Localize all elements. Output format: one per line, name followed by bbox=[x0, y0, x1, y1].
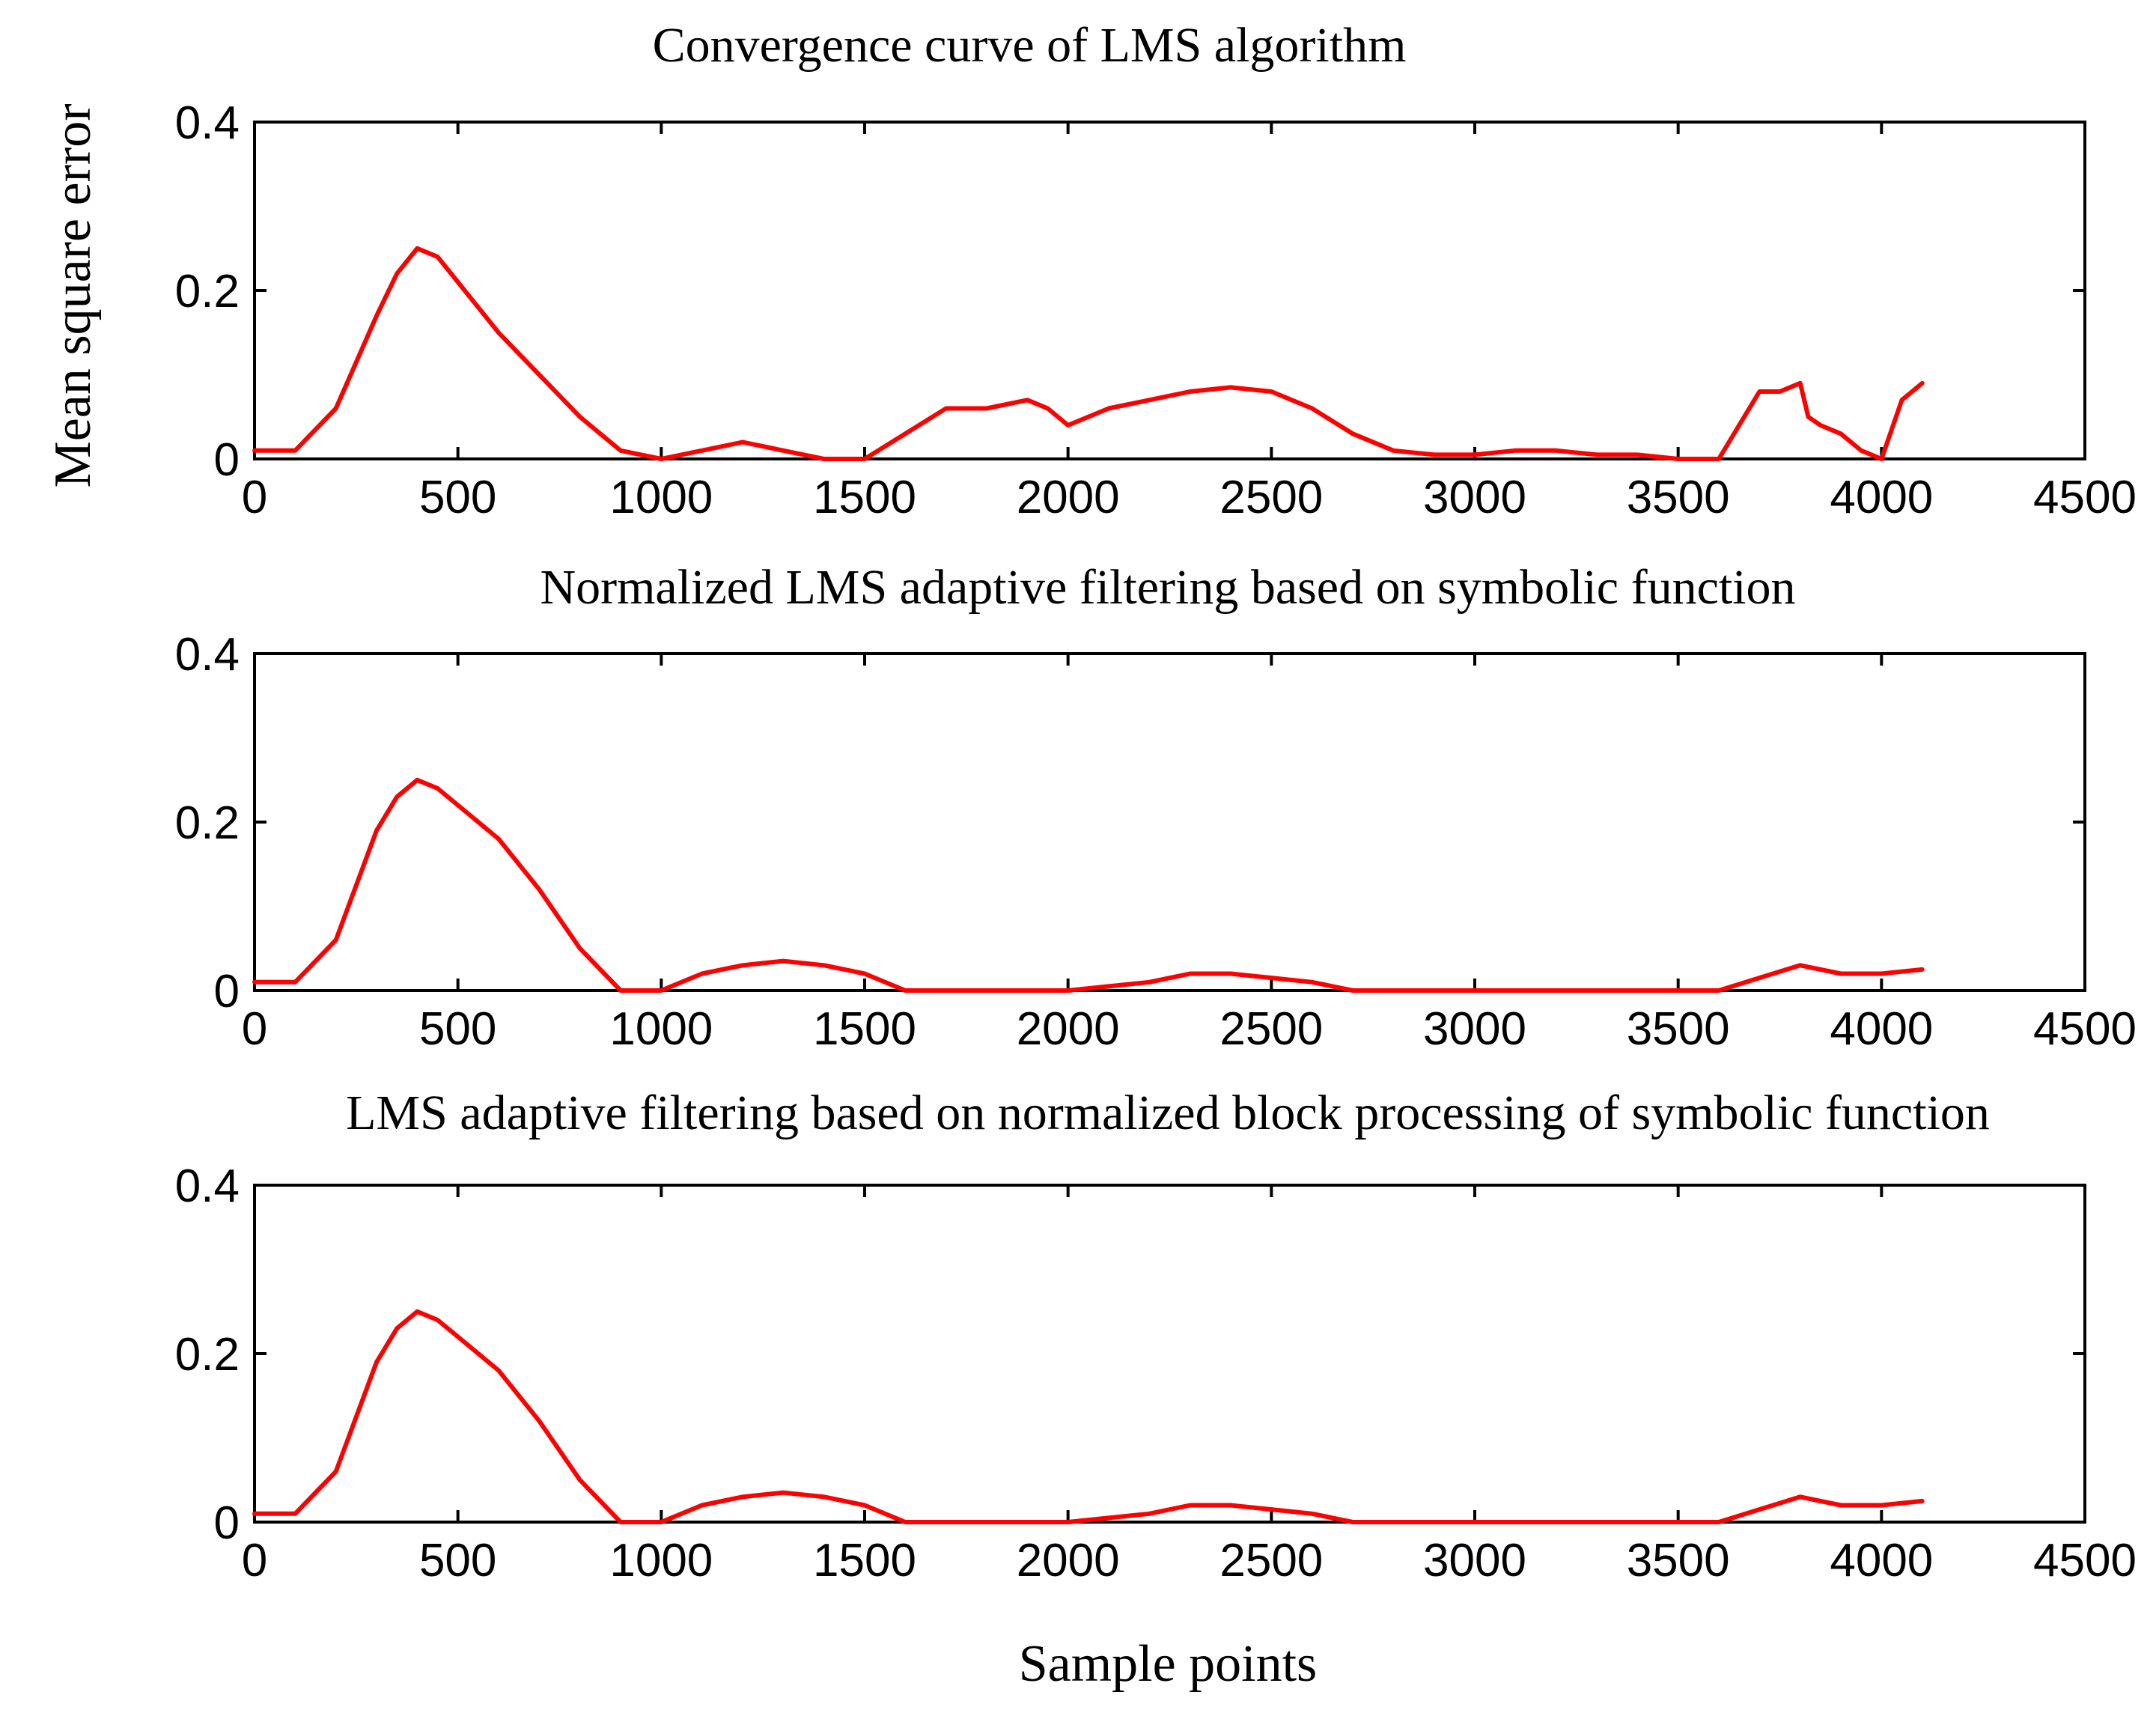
subplot-1: Convergence curve of LMS algorithm 0 500 1… bbox=[175, 18, 2137, 523]
subplot-1-plot-area: 0 500 1000 1500 2000 2500 3000 3500 4000 4500 0 0.2… bbox=[175, 97, 2137, 523]
y-axis-label: Mean square error bbox=[44, 103, 102, 487]
subplot-1-x-tick-label: 2500 bbox=[1219, 472, 1323, 523]
subplot-2-x-tick-label: 500 bbox=[419, 1003, 496, 1055]
subplot-1-x-tick-label: 1500 bbox=[813, 472, 916, 523]
subplot-1-x-tick-label: 3500 bbox=[1627, 472, 1730, 523]
subplot-2-plot-area: 0 500 1000 1500 2000 2500 3000 3500 4000 4500 0 0.2… bbox=[175, 629, 2137, 1055]
subplot-2-x-tick-label: 0 bbox=[242, 1003, 267, 1055]
subplot-1-x-tick-label: 500 bbox=[419, 472, 496, 523]
subplot-3-plot-area: 0 500 1000 1500 2000 2500 3000 3500 4000 4500 0 0.2… bbox=[175, 1160, 2137, 1586]
subplot-2: Normalized LMS adaptive filtering based … bbox=[175, 560, 2137, 1055]
subplot-3: LMS adaptive filtering based on normaliz… bbox=[175, 1086, 2137, 1586]
subplot-2-x-tick-label: 1000 bbox=[609, 1003, 713, 1055]
subplot-1-x-tick-label: 0 bbox=[242, 472, 267, 523]
subplot-2-x-tick-label: 4000 bbox=[1830, 1003, 1933, 1055]
subplot-2-x-tick-label: 1500 bbox=[813, 1003, 916, 1055]
subplot-2-y-tick-label: 0 bbox=[214, 966, 240, 1017]
subplot-3-y-tick-label: 0 bbox=[214, 1497, 240, 1549]
subplot-2-x-tick-label: 3000 bbox=[1423, 1003, 1526, 1055]
subplot-1-y-tick-label: 0.4 bbox=[175, 97, 240, 149]
subplot-3-x-tick-label: 3000 bbox=[1423, 1535, 1526, 1586]
subplot-3-x-tick-label: 2500 bbox=[1219, 1535, 1323, 1586]
subplot-3-x-tick-label: 1500 bbox=[813, 1535, 916, 1586]
subplot-1-x-tick-label: 4500 bbox=[2033, 472, 2137, 523]
x-axis-label: Sample points bbox=[1019, 1635, 1318, 1693]
subplot-3-y-tick-label: 0.4 bbox=[175, 1160, 240, 1212]
subplot-1-x-tick-label: 4000 bbox=[1830, 472, 1933, 523]
subplot-1-series-line bbox=[252, 246, 1925, 461]
subplot-3-x-tick-label: 4000 bbox=[1830, 1535, 1933, 1586]
subplot-2-x-tick-label: 2500 bbox=[1219, 1003, 1323, 1055]
subplot-1-title: Convergence curve of LMS algorithm bbox=[653, 18, 1407, 73]
subplot-2-title: Normalized LMS adaptive filtering based … bbox=[540, 560, 1795, 615]
subplot-1-x-tick-label: 1000 bbox=[609, 472, 713, 523]
subplot-1-x-tick-label: 3000 bbox=[1423, 472, 1526, 523]
subplot-2-x-tick-label: 2000 bbox=[1017, 1003, 1120, 1055]
subplot-3-x-tick-label: 2000 bbox=[1017, 1535, 1120, 1586]
subplot-3-x-tick-label: 3500 bbox=[1627, 1535, 1730, 1586]
subplot-2-x-tick-label: 4500 bbox=[2033, 1003, 2137, 1055]
subplot-3-x-tick-label: 4500 bbox=[2033, 1535, 2137, 1586]
subplot-3-title: LMS adaptive filtering based on normaliz… bbox=[346, 1086, 1990, 1140]
subplot-3-series-line bbox=[252, 1309, 1925, 1524]
subplot-2-y-tick-label: 0.2 bbox=[175, 797, 240, 849]
subplot-3-x-tick-label: 0 bbox=[242, 1535, 267, 1586]
subplot-1-y-tick-label: 0 bbox=[214, 434, 240, 486]
subplot-3-y-tick-label: 0.2 bbox=[175, 1329, 240, 1381]
subplot-2-x-tick-label: 3500 bbox=[1627, 1003, 1730, 1055]
subplot-2-series-line bbox=[252, 777, 1925, 993]
subplot-3-x-tick-label: 500 bbox=[419, 1535, 496, 1586]
subplot-2-y-tick-label: 0.4 bbox=[175, 629, 240, 681]
subplot-1-x-tick-label: 2000 bbox=[1017, 472, 1120, 523]
subplot-3-x-tick-label: 1000 bbox=[609, 1535, 713, 1586]
subplot-1-y-tick-label: 0.2 bbox=[175, 266, 240, 317]
